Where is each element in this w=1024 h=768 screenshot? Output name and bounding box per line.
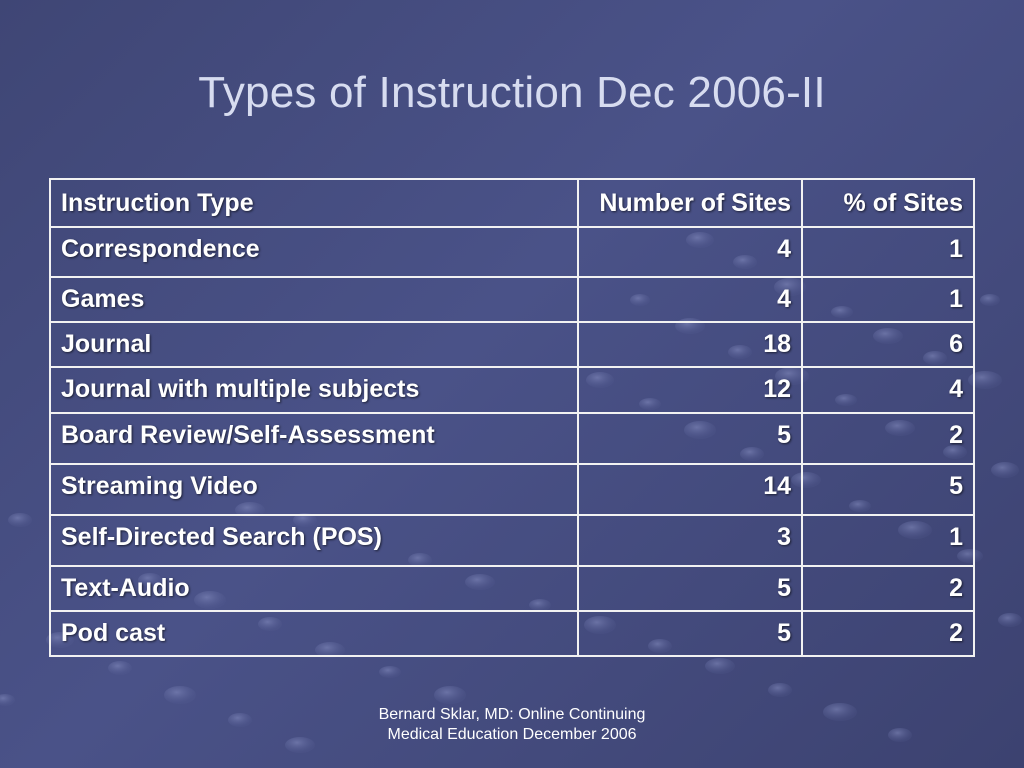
cell-percent-of-sites: 6 [801, 321, 975, 368]
table-row: Pod cast 5 2 [48, 610, 975, 657]
table-row: Board Review/Self-Assessment 5 2 [48, 412, 975, 465]
cell-percent-of-sites: 1 [801, 514, 975, 567]
table-row: Streaming Video 14 5 [48, 463, 975, 516]
cell-number-of-sites: 3 [577, 514, 804, 567]
cell-number-of-sites: 5 [577, 610, 804, 657]
cell-instruction-type: Board Review/Self-Assessment [48, 412, 580, 465]
cell-percent-of-sites: 4 [801, 366, 975, 414]
cell-instruction-type: Self-Directed Search (POS) [48, 514, 580, 567]
cell-number-of-sites: 14 [577, 463, 804, 516]
table-row: Correspondence 4 1 [48, 226, 975, 278]
header-instruction-type: Instruction Type [48, 178, 580, 228]
cell-number-of-sites: 12 [577, 366, 804, 414]
cell-number-of-sites: 18 [577, 321, 804, 368]
cell-percent-of-sites: 1 [801, 226, 975, 278]
cell-percent-of-sites: 1 [801, 276, 975, 323]
cell-number-of-sites: 5 [577, 565, 804, 612]
cell-instruction-type: Text-Audio [48, 565, 580, 612]
table-row: Games 4 1 [48, 276, 975, 323]
cell-instruction-type: Pod cast [48, 610, 580, 657]
header-number-of-sites: Number of Sites [577, 178, 804, 228]
cell-instruction-type: Journal with multiple subjects [48, 366, 580, 414]
table-row: Self-Directed Search (POS) 3 1 [48, 514, 975, 567]
cell-number-of-sites: 4 [577, 226, 804, 278]
cell-instruction-type: Correspondence [48, 226, 580, 278]
cell-instruction-type: Journal [48, 321, 580, 368]
cell-percent-of-sites: 2 [801, 610, 975, 657]
cell-number-of-sites: 4 [577, 276, 804, 323]
slide-title: Types of Instruction Dec 2006-II [198, 68, 826, 117]
cell-number-of-sites: 5 [577, 412, 804, 465]
table-row: Journal 18 6 [48, 321, 975, 368]
cell-instruction-type: Streaming Video [48, 463, 580, 516]
footer-line-author: Bernard Sklar, MD: Online Continuing [378, 706, 646, 723]
cell-percent-of-sites: 2 [801, 565, 975, 612]
table-row: Journal with multiple subjects 12 4 [48, 366, 975, 414]
table-row: Text-Audio 5 2 [48, 565, 975, 612]
slide-footer: Bernard Sklar, MD: Online Continuing Med… [0, 705, 1024, 745]
header-percent-of-sites: % of Sites [801, 178, 975, 228]
cell-instruction-type: Games [48, 276, 580, 323]
cell-percent-of-sites: 5 [801, 463, 975, 516]
instruction-types-table: Instruction Type Number of Sites % of Si… [48, 178, 975, 657]
footer-line-date: Medical Education December 2006 [387, 726, 637, 743]
table-header-row: Instruction Type Number of Sites % of Si… [48, 178, 975, 228]
cell-percent-of-sites: 2 [801, 412, 975, 465]
